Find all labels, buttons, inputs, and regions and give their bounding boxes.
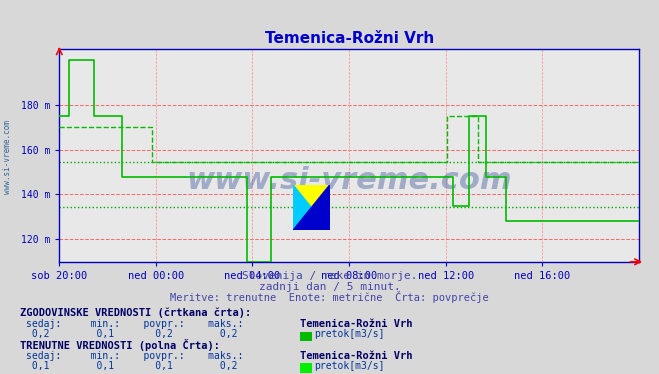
Text: 0,1        0,1       0,1        0,2: 0,1 0,1 0,1 0,2 <box>26 361 238 371</box>
Text: www.si-vreme.com: www.si-vreme.com <box>186 166 512 195</box>
Text: sedaj:     min.:    povpr.:    maks.:: sedaj: min.: povpr.: maks.: <box>26 319 244 329</box>
Text: TRENUTNE VREDNOSTI (polna Črta):: TRENUTNE VREDNOSTI (polna Črta): <box>20 338 219 350</box>
Polygon shape <box>293 185 330 230</box>
Text: www.si-vreme.com: www.si-vreme.com <box>3 120 13 194</box>
Text: pretok[m3/s]: pretok[m3/s] <box>314 329 385 339</box>
Text: Temenica-Rožni Vrh: Temenica-Rožni Vrh <box>300 319 413 329</box>
Polygon shape <box>293 185 330 230</box>
Text: sedaj:     min.:    povpr.:    maks.:: sedaj: min.: povpr.: maks.: <box>26 351 244 361</box>
Title: Temenica-Rožni Vrh: Temenica-Rožni Vrh <box>265 31 434 46</box>
Text: 0,2        0,1       0,2        0,2: 0,2 0,1 0,2 0,2 <box>26 329 238 339</box>
Text: Slovenija / reke in morje.: Slovenija / reke in morje. <box>242 271 417 280</box>
Text: Temenica-Rožni Vrh: Temenica-Rožni Vrh <box>300 351 413 361</box>
Text: zadnji dan / 5 minut.: zadnji dan / 5 minut. <box>258 282 401 292</box>
Text: pretok[m3/s]: pretok[m3/s] <box>314 361 385 371</box>
Text: ZGODOVINSKE VREDNOSTI (črtkana črta):: ZGODOVINSKE VREDNOSTI (črtkana črta): <box>20 307 251 318</box>
Text: Meritve: trenutne  Enote: metrične  Črta: povprečje: Meritve: trenutne Enote: metrične Črta: … <box>170 291 489 303</box>
Polygon shape <box>293 185 330 230</box>
